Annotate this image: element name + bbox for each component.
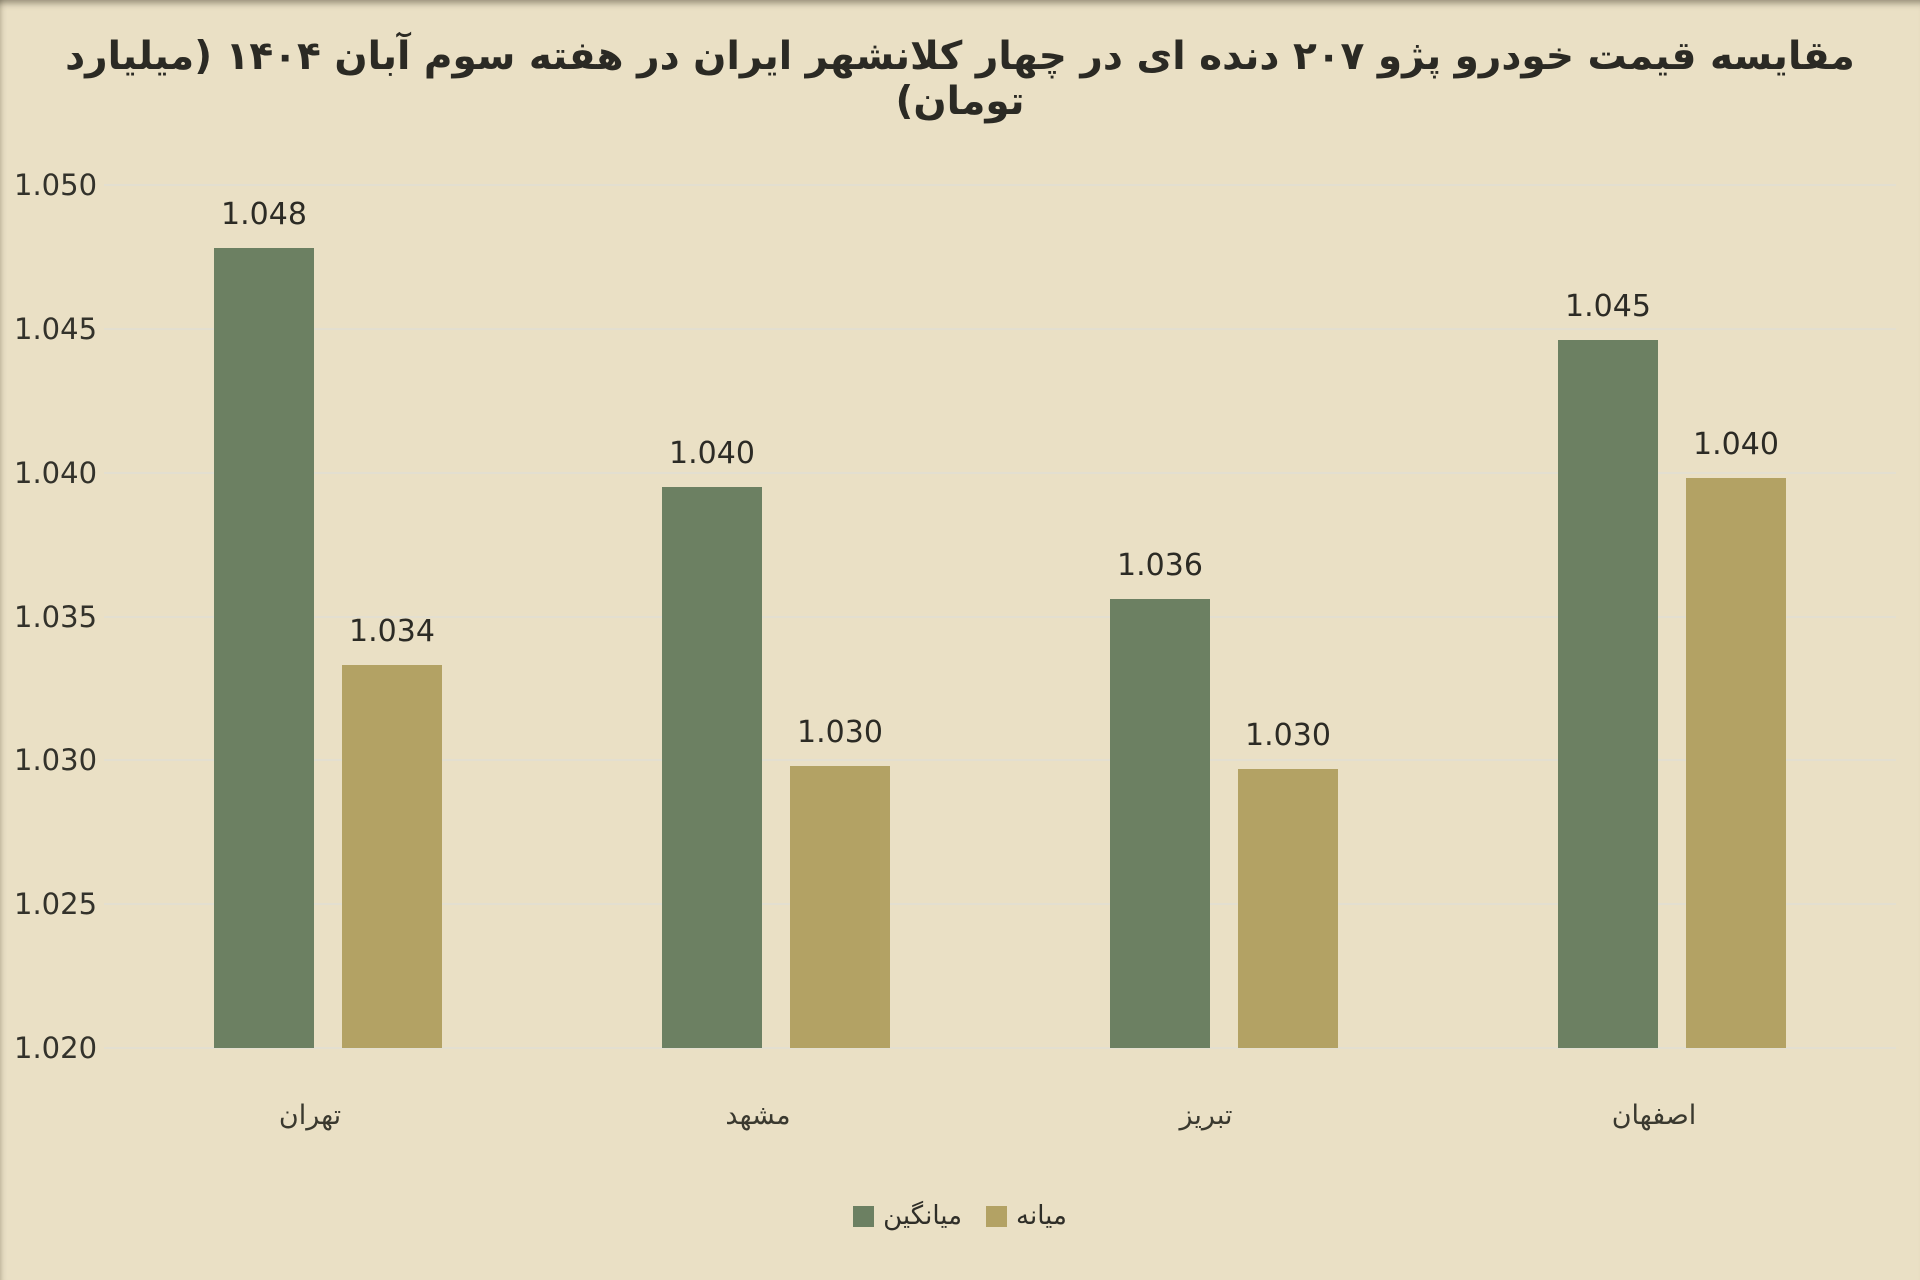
bar-mean: [662, 487, 762, 1048]
bar-median: [790, 766, 890, 1048]
gridline: [104, 327, 1896, 330]
legend-label-median: میانه: [1016, 1201, 1067, 1231]
legend-item-mean: میانگین: [853, 1201, 962, 1231]
y-axis-tick-label: 1.040: [14, 455, 98, 490]
bar-median: [1238, 768, 1338, 1048]
y-axis-tick-label: 1.030: [14, 743, 98, 778]
bar-median: [1686, 478, 1786, 1048]
bar-mean: [214, 248, 314, 1048]
y-axis-tick-label: 1.025: [14, 887, 98, 922]
bar-value-label: 1.030: [797, 715, 883, 751]
legend-swatch-mean: [853, 1205, 875, 1227]
bar-mean: [1110, 599, 1210, 1048]
legend-item-median: میانه: [986, 1201, 1067, 1231]
gridline: [104, 1047, 1896, 1049]
bar-value-label: 1.030: [1245, 717, 1331, 753]
y-axis-tick-label: 1.045: [14, 311, 98, 346]
gridline: [104, 759, 1896, 762]
y-axis-tick-label: 1.020: [14, 1031, 98, 1065]
y-axis-tick-label: 1.035: [14, 599, 98, 634]
gridline: [104, 471, 1896, 474]
bar-mean: [1558, 340, 1658, 1048]
gridline: [104, 615, 1896, 618]
gridline: [104, 903, 1896, 906]
bar-median: [342, 665, 442, 1048]
bar-value-label: 1.040: [1693, 427, 1779, 463]
legend-swatch-median: [986, 1205, 1008, 1227]
legend-label-mean: میانگین: [883, 1201, 963, 1231]
x-axis-category-label: اصفهان: [1611, 1100, 1697, 1131]
gridline: [104, 184, 1896, 186]
bar-value-label: 1.045: [1565, 289, 1651, 325]
x-axis-category-label: تهران: [278, 1100, 342, 1131]
bar-value-label: 1.040: [669, 436, 755, 472]
bar-value-label: 1.048: [221, 197, 307, 233]
x-axis-category-label: مشهد: [725, 1100, 791, 1131]
bar-value-label: 1.036: [1117, 548, 1203, 584]
x-axis-category-label: تبریز: [1179, 1100, 1233, 1131]
y-axis-tick-label: 1.050: [14, 168, 98, 202]
bar-value-label: 1.034: [349, 614, 435, 650]
legend: میانگین میانه: [0, 1196, 1920, 1236]
chart-title: مقایسه قیمت خودرو پژو ۲۰۷ دنده ای در چها…: [65, 34, 1855, 124]
